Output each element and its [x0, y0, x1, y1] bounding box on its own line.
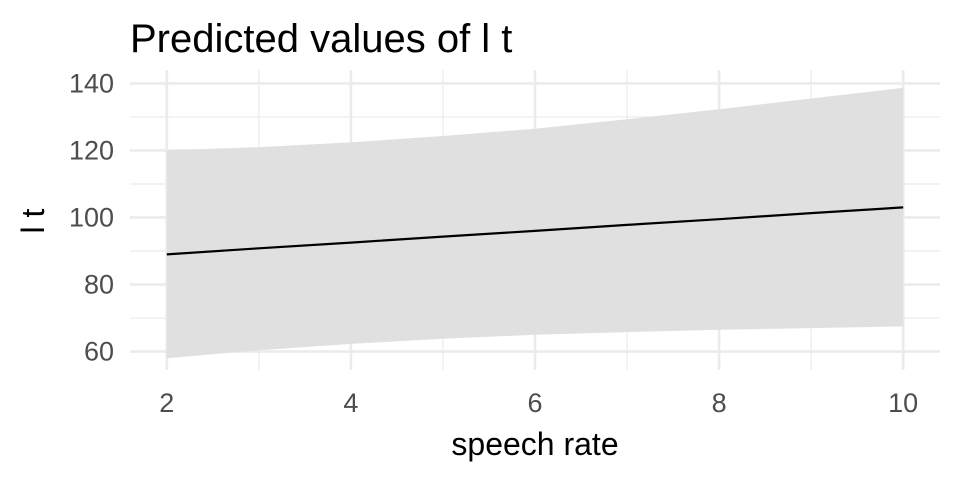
series-line [166, 206, 904, 256]
x-tick-label: 8 [712, 388, 727, 418]
y-tick-labels: 60 80 100 120 140 [69, 68, 114, 366]
confidence-band [166, 87, 904, 359]
x-tick-label: 2 [159, 388, 174, 418]
y-tick-label: 100 [69, 202, 114, 232]
x-tick-labels: 2 4 6 8 10 [159, 388, 918, 418]
y-tick-label: 140 [69, 68, 114, 98]
y-tick-label: 80 [84, 270, 114, 300]
x-tick-label: 4 [343, 388, 358, 418]
y-tick-label: 60 [84, 337, 114, 367]
y-tick-label: 120 [69, 135, 114, 165]
chart-title: Predicted values of l t [130, 17, 512, 61]
x-axis-label: speech rate [451, 426, 618, 462]
x-tick-label: 10 [888, 388, 918, 418]
x-tick-label: 6 [527, 388, 542, 418]
y-axis-label: l t [15, 208, 51, 233]
